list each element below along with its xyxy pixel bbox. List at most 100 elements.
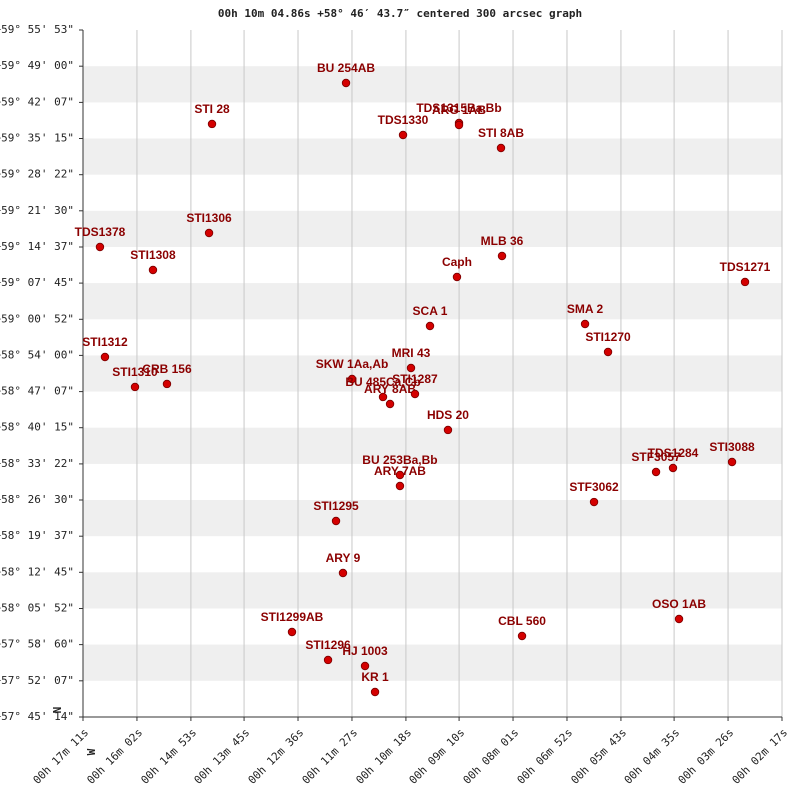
star [162, 379, 172, 389]
star-label: BU 254AB [317, 61, 375, 75]
star-label: STI1295 [313, 499, 359, 513]
star [674, 614, 684, 624]
chart-title: 00h 10m 04.86s +58° 46′ 43.7″ centered 3… [218, 7, 582, 20]
star [395, 481, 405, 491]
star-label: MLB 36 [481, 234, 524, 248]
star [323, 655, 333, 665]
star [378, 392, 388, 402]
star-label: Caph [442, 255, 472, 269]
star [347, 374, 357, 384]
y-tick-label: +58° 54' 00" [0, 348, 74, 361]
star [410, 389, 420, 399]
y-tick-label: +57° 45' 14" [0, 710, 74, 723]
star [360, 661, 370, 671]
band [83, 500, 782, 537]
star [452, 272, 462, 282]
y-tick-label: +57° 58' 60" [0, 638, 74, 651]
star [740, 277, 750, 287]
star [497, 251, 507, 261]
star [370, 687, 380, 697]
star [148, 265, 158, 275]
star [580, 319, 590, 329]
y-tick-label: +58° 47' 07" [0, 385, 74, 398]
star [341, 78, 351, 88]
star-label: STI1308 [130, 248, 176, 262]
y-tick-label: +58° 12' 45" [0, 565, 74, 578]
star-label: TDS1271 [720, 260, 771, 274]
y-tick-label: +59° 07' 45" [0, 276, 74, 289]
star-label: STI1310 [112, 365, 158, 379]
star-label: ARY 9 [326, 551, 361, 565]
star [331, 516, 341, 526]
star-label: STI1270 [585, 330, 631, 344]
x-tick-label: 00h 06m 52s [515, 726, 576, 787]
star [443, 425, 453, 435]
star [727, 457, 737, 467]
y-tick-label: +59° 14' 37" [0, 240, 74, 253]
star [95, 242, 105, 252]
star-label: STI1287 [392, 372, 438, 386]
y-tick-label: +58° 05' 52" [0, 602, 74, 615]
star-label: CRB 156 [142, 362, 192, 376]
band [83, 572, 782, 609]
star [496, 143, 506, 153]
y-tick-label: +58° 19' 37" [0, 529, 74, 542]
star-label: ARY 8AB [364, 382, 416, 396]
star [651, 467, 661, 477]
star-label: STI3088 [709, 440, 755, 454]
star-label: BU 485Ca,Cb [345, 375, 420, 389]
grid [136, 30, 783, 717]
x-tick-label: 00h 14m 53s [138, 726, 199, 787]
star [668, 463, 678, 473]
star [207, 119, 217, 129]
star [589, 497, 599, 507]
star-label: SCA 1 [413, 304, 448, 318]
star-label: STI 8AB [478, 126, 524, 140]
compass-west: W [85, 748, 98, 755]
star-label: STI1312 [82, 335, 128, 349]
star-label: TDS1378 [75, 225, 126, 239]
y-tick-label: +58° 33' 22" [0, 457, 74, 470]
star-label: STF3057 [631, 450, 681, 464]
star-label: BU 253Ba,Bb [362, 453, 437, 467]
star [406, 363, 416, 373]
y-tick-label: +59° 21' 30" [0, 204, 74, 217]
x-tick-label: 00h 16m 02s [84, 726, 145, 787]
band [83, 66, 782, 103]
band [83, 427, 782, 464]
star [204, 228, 214, 238]
star-label: ARG 1AB [432, 103, 486, 117]
star-label: HJ 1003 [342, 644, 388, 658]
star-label: STI 28 [194, 102, 230, 116]
star-label: HDS 20 [427, 408, 469, 422]
y-tick-label: +59° 42' 07" [0, 95, 74, 108]
star-label: CBL 560 [498, 614, 546, 628]
star [395, 470, 405, 480]
star-label: TDS1315Ba,Bb [416, 101, 501, 115]
band [83, 355, 782, 392]
x-tick-label: 00h 03m 26s [676, 726, 737, 787]
star [130, 382, 140, 392]
star [517, 631, 527, 641]
star [287, 627, 297, 637]
band [83, 283, 782, 320]
star [454, 120, 464, 130]
star-label: SKW 1Aa,Ab [316, 357, 389, 371]
star-label: STI1296 [305, 638, 351, 652]
y-tick-label: +59° 00' 52" [0, 312, 74, 325]
x-tick-label: 00h 04m 35s [622, 726, 683, 787]
y-tick-label: +58° 26' 30" [0, 493, 74, 506]
y-tick-label: +59° 49' 00" [0, 59, 74, 72]
star-label: TDS1330 [378, 113, 429, 127]
y-tick-label: +57° 52' 07" [0, 674, 74, 687]
star-label: STF3062 [569, 480, 619, 494]
bands [83, 66, 782, 681]
star [338, 568, 348, 578]
x-tick-label: 00h 05m 43s [568, 726, 629, 787]
x-tick-label: 00h 08m 01s [461, 726, 522, 787]
y-tick-label: +59° 35' 15" [0, 131, 74, 144]
x-tick-label: 00h 17m 11s [31, 726, 92, 787]
star-label: STI1299AB [261, 610, 324, 624]
